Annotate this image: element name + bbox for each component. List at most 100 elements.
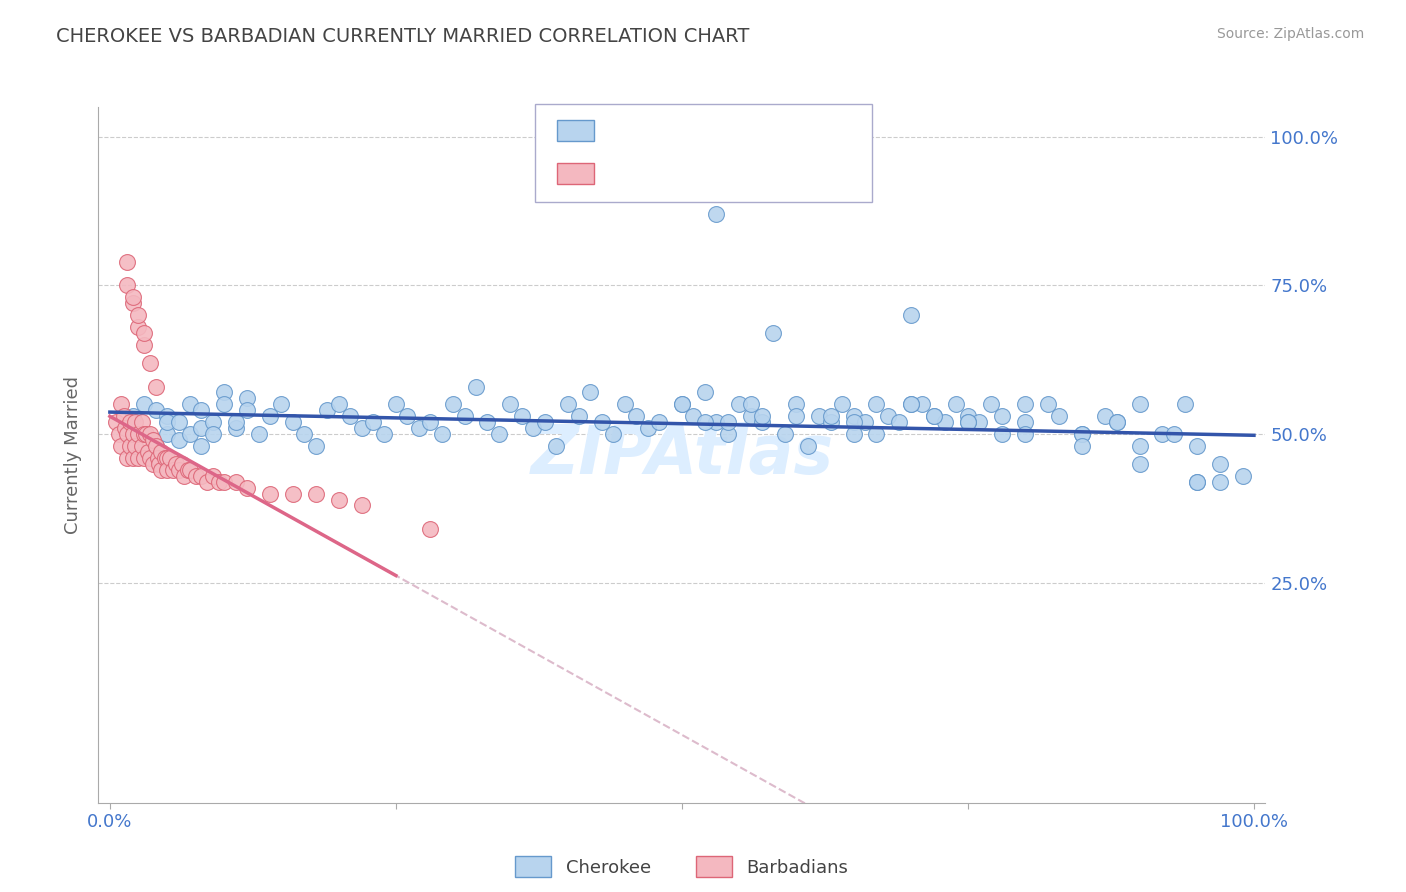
Point [762,326,785,340]
Text: R =: R = [599,121,636,139]
Point [142,457,165,471]
Point [1128,397,1150,411]
Text: 132: 132 [761,121,796,139]
Point [173,468,195,483]
Point [980,397,1002,411]
Point [150,463,173,477]
Point [900,397,922,411]
Point [108,427,131,442]
Point [1049,409,1071,424]
Point [190,439,212,453]
Point [945,397,967,411]
Point [693,415,716,429]
Point [350,421,373,435]
Point [831,397,853,411]
Point [292,427,315,442]
Point [477,415,499,429]
Point [797,439,820,453]
Point [179,463,201,477]
Point [465,379,488,393]
Point [1152,427,1174,442]
Point [201,468,224,483]
Point [579,385,602,400]
Point [648,415,671,429]
Point [785,397,807,411]
Point [865,397,887,411]
Point [259,409,281,424]
Point [281,415,304,429]
Point [1163,427,1185,442]
Point [145,379,167,393]
Point [120,415,142,429]
Point [693,385,716,400]
Point [167,415,190,429]
Point [104,415,127,429]
Point [682,409,704,424]
Point [159,450,181,465]
Point [956,415,979,429]
Point [115,450,138,465]
Point [236,392,259,406]
Point [134,338,156,352]
Point [134,397,156,411]
Point [328,397,350,411]
Text: R =: R = [599,164,636,182]
Y-axis label: Currently Married: Currently Married [65,376,83,534]
Point [1185,439,1208,453]
Point [900,308,922,322]
Point [876,409,898,424]
Point [522,421,544,435]
Point [704,207,727,221]
Point [134,450,156,465]
Point [136,445,159,459]
Point [124,415,146,429]
Point [201,427,224,442]
Point [156,450,179,465]
Point [142,433,165,447]
Point [1128,457,1150,471]
Point [127,320,149,334]
Point [533,415,555,429]
Point [316,403,339,417]
Point [167,463,190,477]
Point [145,403,167,417]
Point [1128,439,1150,453]
Point [131,415,153,429]
Point [115,254,138,268]
Point [820,415,842,429]
Point [165,457,187,471]
Text: Source: ZipAtlas.com: Source: ZipAtlas.com [1216,27,1364,41]
Point [740,409,762,424]
Point [510,409,533,424]
Legend: Cherokee, Barbadians: Cherokee, Barbadians [508,849,856,884]
Point [1014,415,1036,429]
Point [557,397,579,411]
Point [114,421,136,435]
Point [853,415,876,429]
Point [145,439,167,453]
Point [900,397,922,411]
Text: N =: N = [714,121,762,139]
Point [214,475,236,489]
Point [339,409,361,424]
Point [281,486,304,500]
Point [1071,439,1094,453]
Point [120,439,142,453]
Point [139,450,162,465]
Point [385,397,408,411]
Point [124,439,146,453]
Point [236,481,259,495]
Point [773,427,796,442]
Point [115,278,138,293]
Point [842,409,865,424]
Point [419,415,441,429]
Point [145,439,167,453]
Point [740,397,762,411]
Point [207,475,229,489]
Point [170,457,193,471]
Text: -0.165: -0.165 [638,164,697,182]
Point [488,427,510,442]
Text: ZIPAtlas: ZIPAtlas [530,422,834,488]
Point [808,409,831,424]
Point [184,468,207,483]
